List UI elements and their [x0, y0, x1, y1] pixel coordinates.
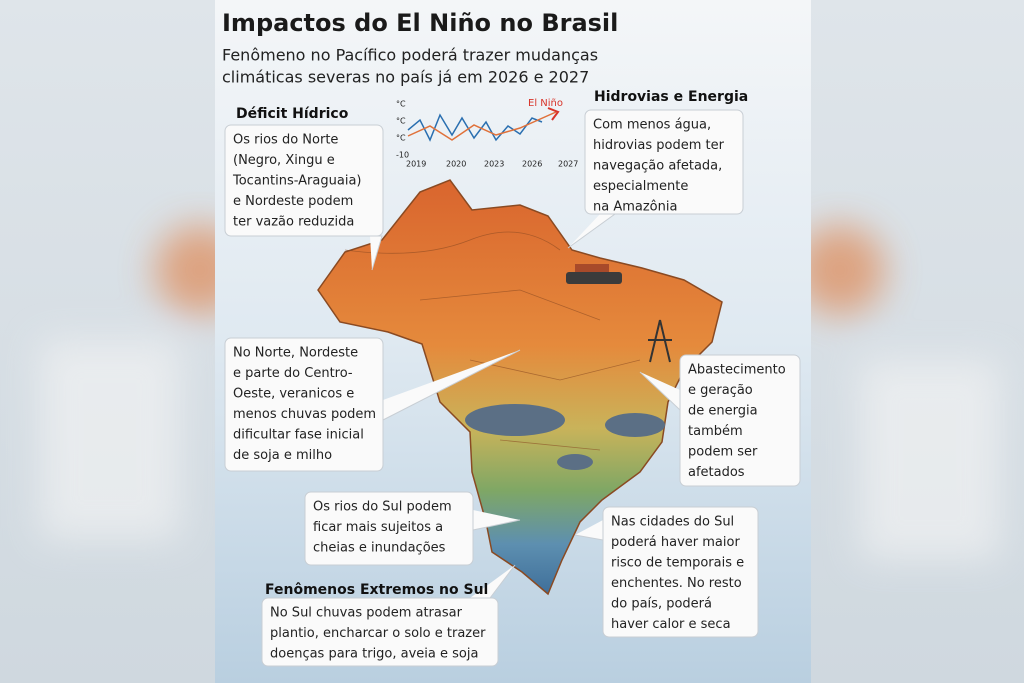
callout-line: Os rios do Sul podem [313, 500, 452, 515]
callout: No Norte, Nordeste e parte do Centro- Oest… [224, 337, 521, 472]
callout-heading: Fenômenos Extremos no Sul [265, 582, 488, 598]
callout-line: na Amazônia [593, 200, 677, 215]
callout: Déficit Hídrico Os rios do Norte (Negro, X… [224, 106, 384, 271]
inset-y-label: °C [396, 100, 406, 109]
callout-line: ter vazão reduzida [233, 215, 354, 230]
callout-line: enchentes. No resto [611, 576, 742, 591]
callout: Os rios do Sul podem ficar mais sujeitos … [304, 491, 521, 566]
callout-box [584, 109, 744, 215]
callout-line: Os rios do Norte [233, 133, 338, 148]
callout-line: navegação afetada, [593, 159, 722, 174]
callout: Fenômenos Extremos no Sul No Sul chuvas p… [261, 564, 516, 667]
callout-line: No Norte, Nordeste [233, 346, 358, 361]
callout-line: podem ser [688, 445, 758, 460]
clouds [465, 404, 665, 470]
callout-heading: Déficit Hídrico [236, 106, 349, 122]
callout-line: Oeste, veranicos e [233, 387, 354, 402]
inset-x-label: 2026 [522, 160, 542, 169]
inset-y-label: -10 [396, 151, 409, 160]
inset-y-label: °C [396, 117, 406, 126]
callout: Hidrovias e Energia Com menos água, hidrov… [567, 89, 748, 249]
callout: Abastecimento e geração de energia também po… [639, 354, 801, 487]
callout-line: e Nordeste podem [233, 194, 353, 209]
callout-line: também [688, 424, 743, 439]
inset-line [407, 113, 543, 142]
callout-line: Abastecimento [688, 363, 786, 378]
callout-line: e geração [688, 383, 753, 398]
callout-box [224, 124, 384, 237]
callout-line: Nas cidades do Sul [611, 515, 734, 530]
subtitle-line: Fenômeno no Pacífico poderá trazer mudan… [222, 46, 598, 65]
title: Impactos do El Niño no Brasil [222, 9, 618, 37]
callout-line: risco de temporais e [611, 556, 744, 571]
subtitle-line: climáticas severas no país já em 2026 e … [222, 68, 589, 87]
callout-box [304, 491, 474, 566]
callout-line: afetados [688, 465, 745, 480]
callout-line: haver calor e seca [611, 617, 731, 632]
inset-label: El Niño [528, 98, 563, 109]
inset-chart [407, 107, 560, 142]
inset-arrow [547, 107, 560, 121]
callout-line: menos chuvas podem [233, 407, 376, 422]
inset-x-label: 2023 [484, 160, 504, 169]
callout-line: Com menos água, [593, 118, 711, 133]
callout-heading: Hidrovias e Energia [594, 89, 748, 105]
callout: Nas cidades do Sul poderá haver maior risc… [574, 506, 759, 638]
inset-x-label: 2027 [558, 160, 578, 169]
inset-line-2 [407, 111, 557, 141]
callout-line: No Sul chuvas podem atrasar [270, 606, 463, 621]
callout-line: de soja e milho [233, 448, 332, 463]
callout-line: plantio, encharcar o solo e trazer [270, 626, 486, 641]
inset-x-label: 2019 [406, 160, 426, 169]
brazil-map [317, 179, 723, 596]
inset-x-label: 2020 [446, 160, 466, 169]
ship [566, 264, 622, 284]
power-tower [648, 319, 672, 363]
callout-line: (Negro, Xingu e [233, 153, 335, 168]
callout-box [224, 337, 384, 472]
inset-y-label: °C [396, 134, 406, 143]
callout-line: e parte do Centro- [233, 366, 353, 381]
callout-line: cheias e inundações [313, 541, 446, 556]
callout-line: poderá haver maior [611, 535, 740, 550]
callout-line: hidrovias podem ter [593, 138, 725, 153]
callout-line: Tocantins-Araguaia) [232, 174, 361, 189]
callout-line: doenças para trigo, aveia e soja [270, 647, 478, 662]
callout-box [602, 506, 759, 638]
callout-line: de energia [688, 404, 758, 419]
callout-line: do país, poderá [611, 597, 712, 612]
callout-line: ficar mais sujeitos a [313, 520, 443, 535]
map-decor [344, 231, 641, 451]
callout-line: dificultar fase inicial [233, 428, 364, 443]
callout-line: especialmente [593, 179, 688, 194]
callout-box [679, 354, 801, 487]
callout-box [261, 597, 499, 667]
